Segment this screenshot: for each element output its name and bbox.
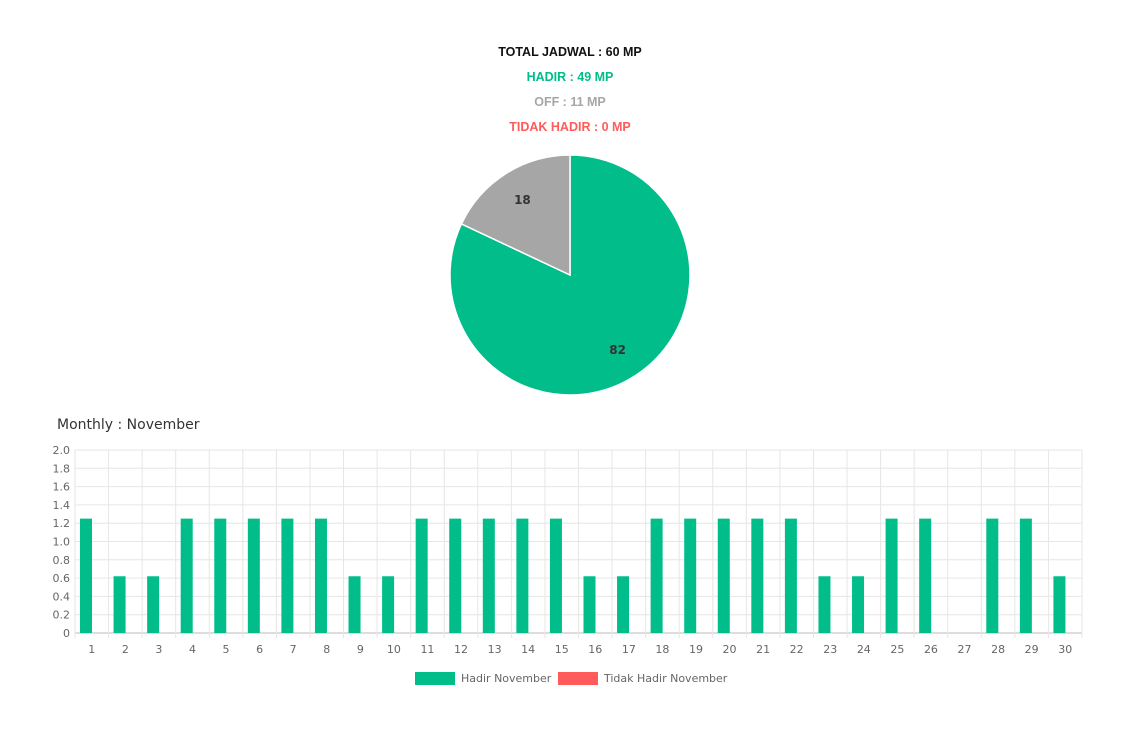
x-tick-label: 6 [256, 643, 263, 656]
x-tick-label: 13 [488, 643, 502, 656]
tidak-hadir-label: TIDAK HADIR : 0 MP [509, 120, 631, 134]
off-label: OFF : 11 MP [534, 95, 606, 109]
monthly-bar-chart: 00.20.40.60.81.01.21.41.61.82.01 2 3 4 5 6 7 8 9… [53, 444, 1083, 685]
bar-hadir-6[interactable] [247, 518, 260, 633]
x-tick-label: 4 [189, 643, 196, 656]
bar-hadir-23[interactable] [818, 576, 831, 633]
x-tick-label: 5 [223, 643, 230, 656]
bar-hadir-29[interactable] [1019, 518, 1032, 633]
bar-hadir-2[interactable] [113, 576, 126, 633]
bar-hadir-14[interactable] [516, 518, 529, 633]
x-tick-label: 7 [290, 643, 297, 656]
bar-hadir-17[interactable] [617, 576, 630, 633]
bar-hadir-19[interactable] [684, 518, 697, 633]
legend-swatch-tidak-hadir[interactable] [558, 672, 598, 685]
pie-label-18: 18 [514, 193, 531, 207]
bar-hadir-1[interactable] [80, 518, 92, 633]
x-tick-label: 8 [323, 643, 330, 656]
x-tick-label: 23 [823, 643, 837, 656]
bar-hadir-13[interactable] [482, 518, 495, 633]
x-tick-label: 28 [991, 643, 1005, 656]
hadir-label: HADIR : 49 MP [526, 70, 614, 84]
x-tick-label: 24 [857, 643, 871, 656]
x-tick-label: 22 [790, 643, 804, 656]
x-tick-label: 15 [555, 643, 569, 656]
bar-hadir-25[interactable] [885, 518, 898, 633]
bar-hadir-5[interactable] [214, 518, 227, 633]
bar-hadir-8[interactable] [314, 518, 327, 633]
x-tick-label: 11 [420, 643, 434, 656]
x-tick-label: 20 [723, 643, 737, 656]
y-tick-label: 1.0 [53, 536, 71, 549]
bar-hadir-3[interactable] [147, 576, 160, 633]
bar-hadir-9[interactable] [348, 576, 361, 633]
x-tick-label: 29 [1025, 643, 1039, 656]
bar-hadir-24[interactable] [852, 576, 865, 633]
y-tick-label: 1.2 [53, 517, 71, 530]
pie-slice-82[interactable] [449, 154, 691, 396]
x-tick-label: 10 [387, 643, 401, 656]
x-tick-label: 2 [122, 643, 129, 656]
bar-hadir-20[interactable] [717, 518, 730, 633]
bar-hadir-30[interactable] [1053, 576, 1066, 633]
y-tick-label: 0 [63, 627, 70, 640]
y-tick-label: 1.8 [53, 462, 71, 475]
pie-label-82: 82 [609, 343, 626, 357]
legend-swatch-hadir[interactable] [415, 672, 455, 685]
attendance-pie-chart: 82 18 [449, 154, 691, 396]
x-tick-label: 16 [588, 643, 602, 656]
monthly-title: Monthly : November [57, 417, 200, 433]
x-tick-label: 3 [155, 643, 162, 656]
x-tick-label: 19 [689, 643, 703, 656]
x-tick-label: 30 [1058, 643, 1072, 656]
y-tick-label: 0.8 [53, 554, 71, 567]
bar-hadir-26[interactable] [919, 518, 932, 633]
bar-hadir-28[interactable] [986, 518, 999, 633]
bar-hadir-10[interactable] [382, 576, 395, 633]
y-tick-label: 0.4 [53, 590, 71, 603]
x-tick-label: 12 [454, 643, 468, 656]
y-tick-label: 0.6 [53, 572, 71, 585]
legend-label-tidak-hadir[interactable]: Tidak Hadir November [603, 672, 728, 685]
x-tick-label: 18 [655, 643, 669, 656]
pie-slice-18[interactable] [460, 154, 571, 277]
x-tick-label: 27 [958, 643, 972, 656]
bar-hadir-18[interactable] [650, 518, 663, 633]
bar-hadir-15[interactable] [549, 518, 562, 633]
attendance-summary: TOTAL JADWAL : 60 MP HADIR : 49 MP OFF :… [0, 44, 1140, 144]
x-tick-label: 26 [924, 643, 938, 656]
x-tick-label: 25 [890, 643, 904, 656]
x-tick-label: 14 [521, 643, 535, 656]
legend-label-hadir[interactable]: Hadir November [461, 672, 552, 685]
x-tick-label: 9 [357, 643, 364, 656]
y-tick-label: 1.4 [53, 499, 71, 512]
bar-hadir-7[interactable] [281, 518, 294, 633]
bar-hadir-11[interactable] [415, 518, 428, 633]
bar-hadir-22[interactable] [784, 518, 797, 633]
x-tick-label: 17 [622, 643, 636, 656]
bar-hadir-12[interactable] [449, 518, 462, 633]
bar-hadir-21[interactable] [751, 518, 764, 633]
x-tick-label: 1 [88, 643, 95, 656]
y-tick-label: 0.2 [53, 609, 71, 622]
x-tick-label: 21 [756, 643, 770, 656]
total-jadwal-label: TOTAL JADWAL : 60 MP [498, 45, 642, 59]
y-tick-label: 2.0 [53, 444, 71, 457]
bar-hadir-4[interactable] [180, 518, 193, 633]
bar-hadir-16[interactable] [583, 576, 596, 633]
y-tick-label: 1.6 [53, 481, 71, 494]
